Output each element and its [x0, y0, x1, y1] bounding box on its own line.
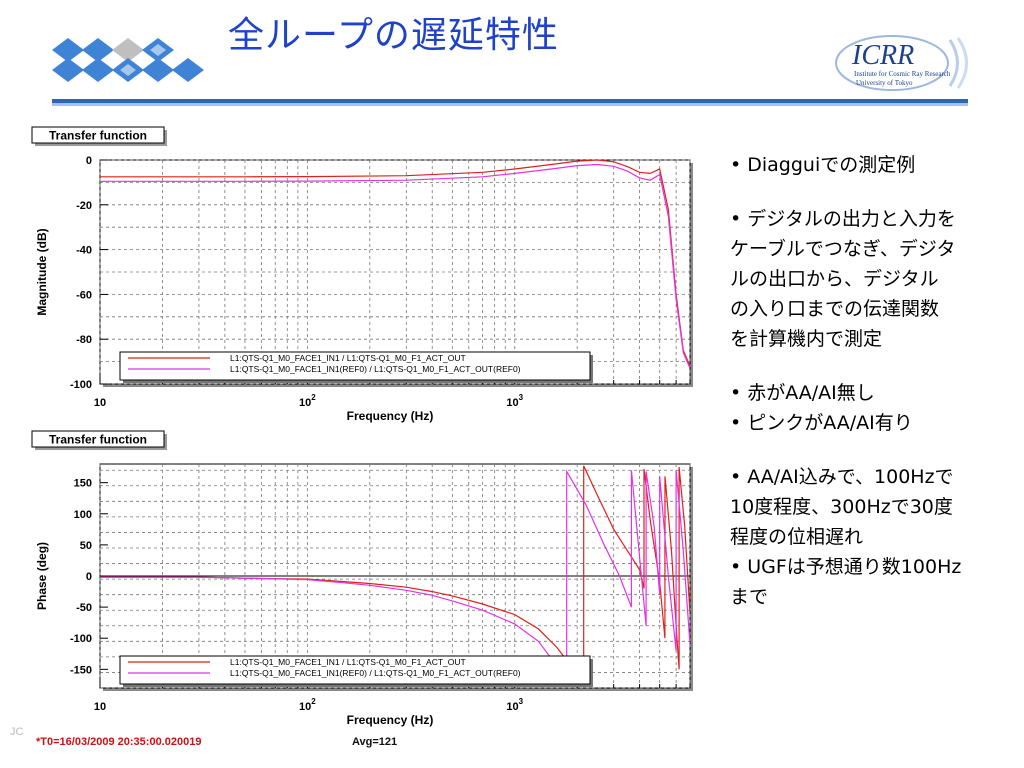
- icrr-logo-text: ICRR: [851, 40, 914, 71]
- slide-title: 全ループの遅延特性: [228, 15, 559, 56]
- x-tick-label: 102: [299, 697, 316, 713]
- bullet-item: • デジタルの出力と入力を ケーブルでつなぎ、デジタ ルの出口から、デジタル の入り口…: [730, 204, 1016, 354]
- panel-label: Transfer function: [49, 433, 147, 447]
- bullet-item: • ピンクがAA/AI有り: [730, 408, 1016, 438]
- panel-label: Transfer function: [49, 129, 147, 143]
- bullet-line: を計算機内で測定: [730, 328, 883, 350]
- series-line-pink: [100, 469, 690, 688]
- title-rule: [52, 99, 968, 103]
- y-tick-label: 50: [80, 540, 92, 552]
- bullet-notes: • Diagguiでの測定例 • デジタルの出力と入力を ケーブルでつなぎ、デジタル…: [730, 150, 1016, 612]
- legend-box: [119, 351, 591, 381]
- x-tick-label: 103: [506, 697, 523, 713]
- y-tick-label: -80: [76, 334, 92, 346]
- y-tick-label: -60: [76, 289, 92, 301]
- bullet-line: 程度の位相遅れ: [730, 526, 864, 548]
- icrr-logo-sub1: Institute for Cosmic Ray Research: [854, 70, 951, 78]
- x-tick-label: 102: [299, 393, 316, 409]
- x-tick-label: 10: [94, 397, 106, 409]
- footer-left-text: JC: [10, 726, 24, 738]
- bullet-item: • UGFは予想通り数100Hz まで: [730, 552, 1016, 612]
- y-tick-label: 100: [74, 509, 92, 521]
- bullet-line: • 赤がAA/AI無し: [730, 382, 875, 404]
- bullet-line: まで: [730, 586, 769, 608]
- panel-label-box: [31, 126, 165, 144]
- x-tick-label-exponent: 3: [519, 393, 524, 402]
- y-tick-label: 0: [86, 155, 92, 167]
- bullet-line: ルの出口から、デジタル: [730, 268, 939, 290]
- series-group: [100, 160, 690, 369]
- grid: [99, 159, 691, 385]
- title-rule-shadow: [52, 103, 968, 106]
- bullet-line: • AA/AI込みで、100Hzで: [730, 466, 954, 488]
- y-tick-label: -20: [76, 200, 92, 212]
- y-tick-label: 150: [74, 478, 92, 490]
- y-tick-label: -100: [70, 379, 92, 391]
- x-tick-label-base: 10: [299, 701, 311, 713]
- bullet-item: • 赤がAA/AI無し: [730, 378, 1016, 408]
- y-tick-label: -40: [76, 245, 92, 257]
- x-tick-label-exponent: 2: [311, 697, 316, 706]
- x-tick-label-base: 10: [94, 397, 106, 409]
- legend-box: [119, 655, 591, 685]
- bullet-item: • AA/AI込みで、100Hzで 10度程度、300Hzで30度 程度の位相遅れ: [730, 462, 1016, 552]
- x-tick-label: 103: [506, 393, 523, 409]
- bullet-line: • Diagguiでの測定例: [730, 154, 916, 176]
- t0-timestamp: *T0=16/03/2009 20:35:00.020019: [36, 736, 202, 748]
- legend-entry: L1:QTS-Q1_M0_FACE1_IN1(REF0) / L1:QTS-Q1…: [230, 364, 521, 374]
- x-tick-label-exponent: 2: [311, 393, 316, 402]
- x-tick-label-base: 10: [506, 701, 518, 713]
- bullet-line: • UGFは予想通り数100Hz: [730, 556, 962, 578]
- x-tick-label-base: 10: [94, 701, 106, 713]
- x-tick-label-exponent: 3: [519, 697, 524, 706]
- legend-entry: L1:QTS-Q1_M0_FACE1_IN1 / L1:QTS-Q1_M0_F1…: [230, 353, 466, 363]
- legend-entry: L1:QTS-Q1_M0_FACE1_IN1(REF0) / L1:QTS-Q1…: [230, 668, 521, 678]
- y-axis-label: Phase (deg): [35, 542, 49, 610]
- x-axis-label: Frequency (Hz): [347, 713, 434, 727]
- x-tick-label-base: 10: [506, 397, 518, 409]
- icrr-logo-sub2: University of Tokyo: [856, 79, 913, 87]
- bullet-line: の入り口までの伝達関数: [730, 298, 940, 320]
- x-axis-label: Frequency (Hz): [347, 409, 434, 423]
- legend-entry: L1:QTS-Q1_M0_FACE1_IN1 / L1:QTS-Q1_M0_F1…: [230, 657, 466, 667]
- bullet-line: ケーブルでつなぎ、デジタ: [730, 238, 956, 260]
- icrr-logo: ICRR Institute for Cosmic Ray Research U…: [835, 35, 968, 91]
- y-tick-label: -150: [70, 664, 92, 676]
- y-tick-label: -100: [70, 633, 92, 645]
- series-line-red: [100, 465, 690, 685]
- x-tick-label: 10: [94, 701, 106, 713]
- bullet-line: 10度程度、300Hzで30度: [730, 496, 953, 518]
- y-axis-label: Magnitude (dB): [35, 228, 49, 315]
- series-line-pink: [100, 163, 690, 369]
- series-group: [100, 465, 690, 688]
- diamond-pattern-logo: [52, 38, 204, 82]
- y-tick-label: -50: [76, 602, 92, 614]
- bullet-item: • Diagguiでの測定例: [730, 150, 1016, 180]
- panel-label-box: [31, 430, 165, 448]
- y-tick-label: 0: [86, 571, 92, 583]
- average-count: Avg=121: [352, 736, 398, 748]
- bullet-line: • ピンクがAA/AI有り: [730, 412, 913, 434]
- bullet-line: • デジタルの出力と入力を: [730, 208, 956, 230]
- x-tick-label-base: 10: [299, 397, 311, 409]
